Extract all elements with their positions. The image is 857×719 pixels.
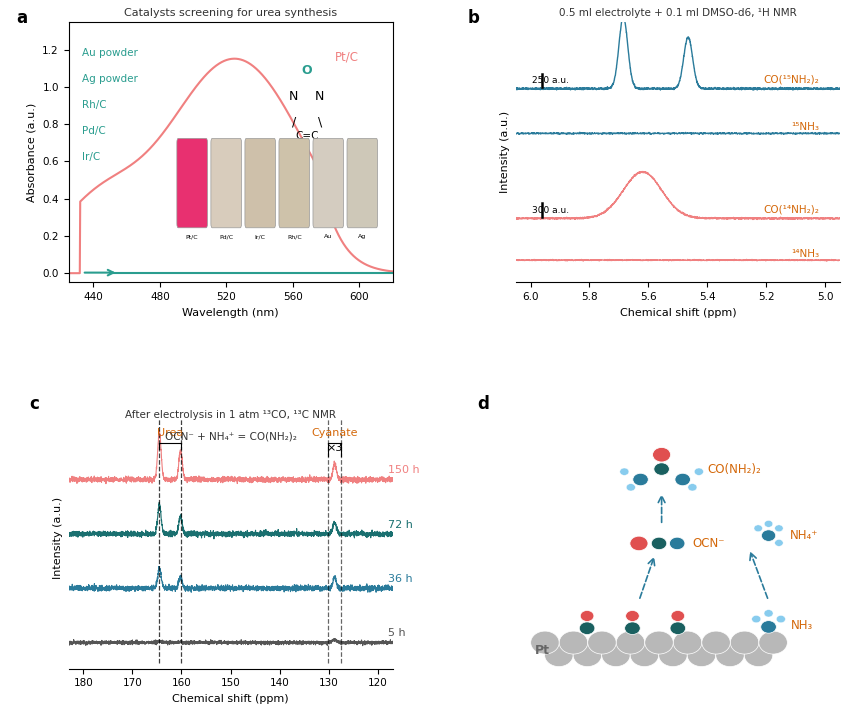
Text: After electrolysis in 1 atm ¹³CO, ¹³C NMR: After electrolysis in 1 atm ¹³CO, ¹³C NM… <box>125 411 336 421</box>
Circle shape <box>761 620 776 633</box>
Text: NH₃: NH₃ <box>791 619 813 632</box>
Circle shape <box>688 484 697 491</box>
Circle shape <box>652 447 671 462</box>
Text: C=C: C=C <box>295 131 319 141</box>
Text: \: \ <box>318 116 322 129</box>
Circle shape <box>626 610 639 621</box>
Circle shape <box>632 473 649 486</box>
Text: CO(¹⁴NH₂)₂: CO(¹⁴NH₂)₂ <box>764 204 819 214</box>
Text: 250 a.u.: 250 a.u. <box>532 76 569 85</box>
Circle shape <box>758 631 788 654</box>
X-axis label: Chemical shift (ppm): Chemical shift (ppm) <box>172 694 289 704</box>
Title: Catalysts screening for urea synthesis: Catalysts screening for urea synthesis <box>124 8 337 18</box>
Text: CO(NH₂)₂: CO(NH₂)₂ <box>707 462 761 475</box>
Circle shape <box>630 536 648 551</box>
Text: Pd/C: Pd/C <box>81 126 105 136</box>
Circle shape <box>669 537 685 550</box>
Circle shape <box>602 644 630 667</box>
Circle shape <box>754 525 763 531</box>
Circle shape <box>716 644 744 667</box>
Circle shape <box>579 622 595 634</box>
Text: Ag powder: Ag powder <box>81 74 137 83</box>
Circle shape <box>694 468 704 475</box>
Circle shape <box>744 644 773 667</box>
Circle shape <box>775 539 783 546</box>
Circle shape <box>630 644 659 667</box>
Circle shape <box>654 463 669 475</box>
Circle shape <box>573 644 602 667</box>
Text: NH₄⁺: NH₄⁺ <box>789 529 818 542</box>
Text: 300 a.u.: 300 a.u. <box>532 206 569 215</box>
Text: Pt/C: Pt/C <box>335 51 359 64</box>
Circle shape <box>764 610 773 617</box>
Circle shape <box>687 644 716 667</box>
Text: N: N <box>315 90 325 103</box>
Text: Rh/C: Rh/C <box>81 100 106 110</box>
Circle shape <box>620 468 629 475</box>
Circle shape <box>626 484 635 491</box>
Circle shape <box>530 631 560 654</box>
Text: Cyanate: Cyanate <box>311 428 357 438</box>
Circle shape <box>730 631 758 654</box>
Circle shape <box>545 644 573 667</box>
Circle shape <box>675 473 691 486</box>
Y-axis label: Intensity (a.u.): Intensity (a.u.) <box>500 111 510 193</box>
Text: 36 h: 36 h <box>387 574 412 584</box>
Circle shape <box>659 644 687 667</box>
Circle shape <box>580 610 594 621</box>
Text: 72 h: 72 h <box>387 520 412 529</box>
Text: ¹⁴NH₃: ¹⁴NH₃ <box>791 249 819 259</box>
Text: 5 h: 5 h <box>387 628 405 638</box>
Text: OCN⁻: OCN⁻ <box>692 537 725 550</box>
Circle shape <box>671 610 685 621</box>
Text: Urea: Urea <box>157 428 183 438</box>
Text: a: a <box>16 9 27 27</box>
Text: Au powder: Au powder <box>81 47 137 58</box>
Text: c: c <box>30 395 39 413</box>
Circle shape <box>752 615 761 623</box>
Y-axis label: Absorbance (a.u.): Absorbance (a.u.) <box>27 102 37 201</box>
Circle shape <box>761 530 776 541</box>
Circle shape <box>644 631 674 654</box>
Text: b: b <box>467 9 479 27</box>
Text: O: O <box>302 64 312 77</box>
Circle shape <box>625 622 640 634</box>
Circle shape <box>560 631 588 654</box>
Text: Ir/C: Ir/C <box>81 152 99 162</box>
Text: OCN⁻ + NH₄⁺ = CO(NH₂)₂: OCN⁻ + NH₄⁺ = CO(NH₂)₂ <box>165 431 297 441</box>
Text: d: d <box>476 395 488 413</box>
X-axis label: Wavelength (nm): Wavelength (nm) <box>183 308 279 318</box>
Circle shape <box>702 631 730 654</box>
Text: 150 h: 150 h <box>387 465 419 475</box>
Text: ¹⁵NH₃: ¹⁵NH₃ <box>791 122 819 132</box>
Text: Pt: Pt <box>536 644 550 657</box>
Text: /: / <box>291 116 296 129</box>
Text: ×3: ×3 <box>327 443 343 453</box>
Circle shape <box>764 521 773 527</box>
Circle shape <box>651 537 667 550</box>
Title: 0.5 ml electrolyte + 0.1 ml DMSO-d6, ¹H NMR: 0.5 ml electrolyte + 0.1 ml DMSO-d6, ¹H … <box>559 8 797 18</box>
Circle shape <box>616 631 644 654</box>
Circle shape <box>674 631 702 654</box>
Text: N: N <box>289 90 298 103</box>
Circle shape <box>588 631 616 654</box>
Circle shape <box>776 615 785 623</box>
X-axis label: Chemical shift (ppm): Chemical shift (ppm) <box>620 308 736 318</box>
Circle shape <box>775 525 783 531</box>
Text: CO(¹⁵NH₂)₂: CO(¹⁵NH₂)₂ <box>764 75 819 85</box>
Y-axis label: Intensity (a.u.): Intensity (a.u.) <box>53 497 63 580</box>
Circle shape <box>670 622 686 634</box>
